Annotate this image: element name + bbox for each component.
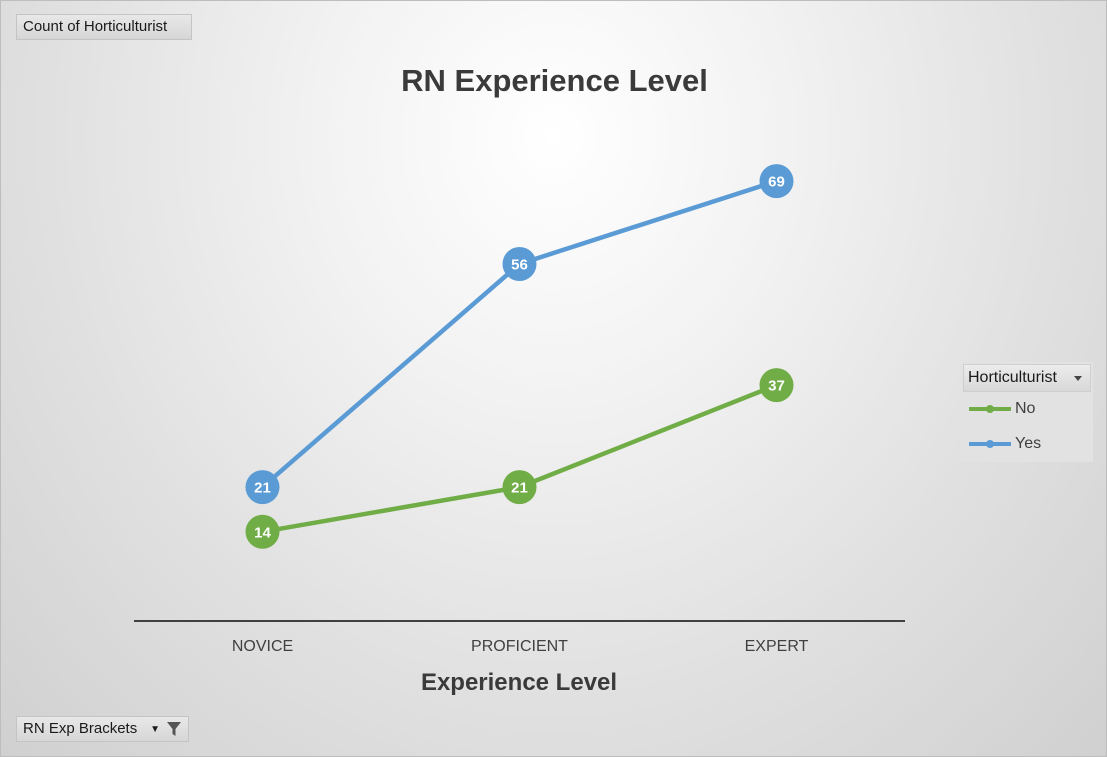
data-point-yes[interactable] bbox=[245, 470, 280, 505]
x-tick-label: EXPERT bbox=[745, 638, 809, 655]
data-label-no: 37 bbox=[768, 378, 785, 395]
data-label-yes: 69 bbox=[768, 174, 785, 191]
x-axis-title: Experience Level bbox=[421, 669, 617, 696]
data-point-no[interactable] bbox=[245, 514, 280, 549]
data-point-yes[interactable] bbox=[502, 247, 537, 281]
dropdown-arrow-icon: ▼ bbox=[150, 724, 160, 735]
data-label-yes: 56 bbox=[511, 257, 528, 274]
series-line-no[interactable] bbox=[262, 383, 778, 535]
filter-funnel-icon bbox=[167, 722, 181, 736]
data-label-yes: 21 bbox=[254, 480, 271, 497]
x-tick-label: NOVICE bbox=[232, 638, 293, 655]
legend-label-no: No bbox=[1015, 400, 1036, 417]
data-label-no: 21 bbox=[511, 480, 528, 497]
chart-title: RN Experience Level bbox=[401, 63, 708, 98]
value-field-button[interactable]: Count of Horticulturist bbox=[16, 14, 192, 40]
data-point-no[interactable] bbox=[759, 368, 794, 403]
x-tick-label: PROFICIENT bbox=[471, 638, 568, 655]
legend: Horticulturist No Yes bbox=[961, 362, 1093, 462]
filter-field-button[interactable]: RN Exp Brackets ▼ bbox=[16, 716, 189, 742]
data-point-yes[interactable] bbox=[759, 164, 794, 199]
data-point-no[interactable] bbox=[502, 470, 537, 505]
value-field-label: Count of Horticulturist bbox=[23, 18, 168, 35]
chevron-down-icon bbox=[1074, 376, 1082, 381]
series-line-yes[interactable] bbox=[261, 178, 778, 489]
legend-field-button[interactable]: Horticulturist bbox=[963, 364, 1091, 392]
legend-line-icon bbox=[969, 405, 1011, 413]
legend-field-label: Horticulturist bbox=[968, 369, 1057, 386]
legend-line-icon bbox=[969, 440, 1011, 448]
filter-field-label: RN Exp Brackets bbox=[23, 720, 138, 737]
legend-label-yes: Yes bbox=[1015, 435, 1042, 452]
data-label-no: 14 bbox=[254, 524, 271, 541]
